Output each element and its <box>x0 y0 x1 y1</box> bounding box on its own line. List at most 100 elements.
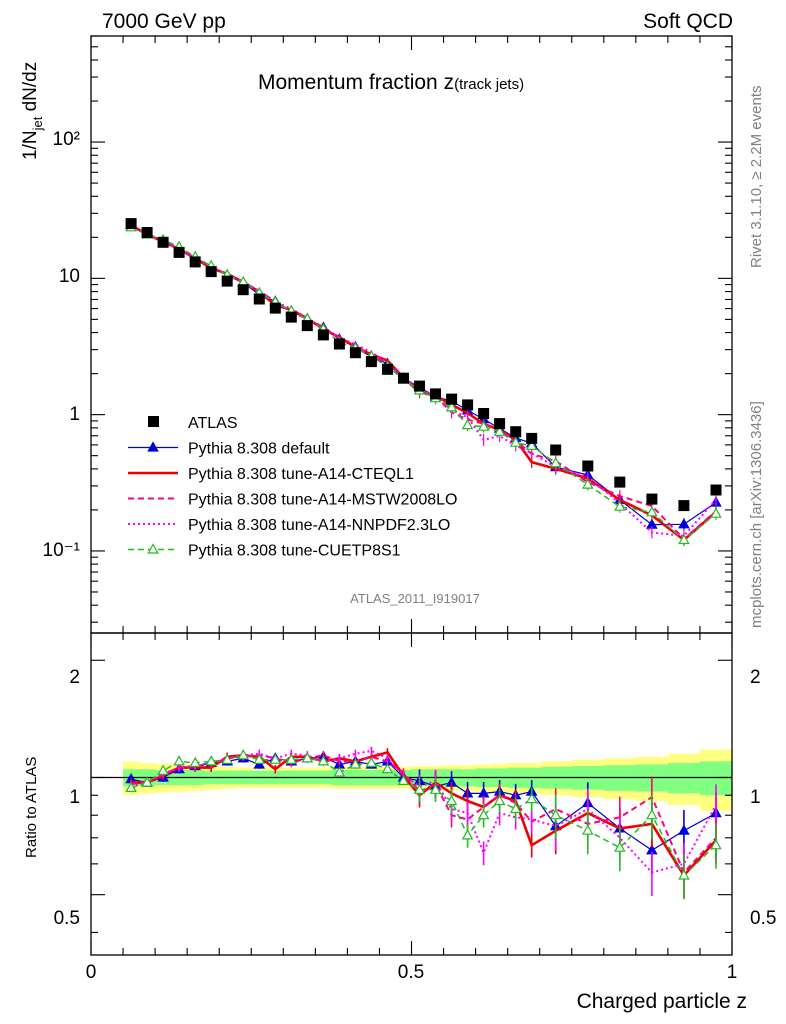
legend: ATLAS Pythia 8.308 default Pythia 8.308 tu… <box>128 415 457 560</box>
ratio-point-marker <box>413 783 426 794</box>
ratio-point-marker <box>525 792 538 804</box>
point-marker <box>509 436 522 447</box>
ratio-point-marker <box>141 776 153 787</box>
data-point <box>349 347 361 359</box>
point-marker <box>461 418 474 430</box>
data-point <box>141 227 153 238</box>
main-panel-marks <box>125 217 722 546</box>
data-point <box>285 311 297 323</box>
x-ticks: 0 0.5 1 <box>86 962 738 983</box>
ratio-point-marker <box>301 752 314 763</box>
legend-label: ATLAS <box>188 415 238 432</box>
y-tick-label-100: 10² <box>53 129 80 150</box>
ratio-point-marker <box>614 841 626 852</box>
y-tick-label-1: 1 <box>69 404 80 425</box>
series-nnpdf-line <box>130 225 717 537</box>
data-point <box>550 444 562 456</box>
legend-item-mstw: Pythia 8.308 tune-A14-MSTW2008LO <box>128 492 457 509</box>
legend-label: Pythia 8.308 tune-A14-NNPDF2.3LO <box>188 517 450 534</box>
main-y-ticks: 10⁻¹ 1 10 10² <box>43 129 81 561</box>
data-point <box>205 266 217 278</box>
ratio-tick-label-1-right: 1 <box>750 787 761 808</box>
ratio-point-marker <box>549 808 562 820</box>
analysis-watermark: ATLAS_2011_I919017 <box>350 591 480 606</box>
point-marker <box>710 507 722 518</box>
series-data-main <box>125 218 722 512</box>
point-marker <box>614 500 626 511</box>
data-point <box>710 484 722 496</box>
ratio-point-marker <box>157 764 169 775</box>
mcplots-label: mcplots.cern.ch [arXiv:1306.3436] <box>748 401 765 628</box>
data-point <box>382 363 393 375</box>
ratio-point-marker <box>381 762 394 774</box>
ratio-point-marker <box>269 753 282 764</box>
series-cuetp8s1-ratio <box>125 749 722 900</box>
ratio-point-marker <box>237 749 250 760</box>
x-axis-label: Charged particle z <box>577 990 747 1013</box>
main-ylabel: 1/Njet dN/dz <box>20 62 45 160</box>
legend-marker <box>147 543 159 554</box>
data-point <box>301 320 313 332</box>
point-marker <box>525 439 538 450</box>
header-right: Soft QCD <box>643 10 733 33</box>
data-point <box>526 432 538 444</box>
ratio-uncertainty-bands <box>91 749 733 811</box>
ratio-point-marker <box>189 756 201 768</box>
data-point <box>125 218 137 230</box>
ratio-point-marker <box>397 774 410 786</box>
rivet-label: Rivet 3.1.10, ≥ 2.2M events <box>748 86 765 269</box>
point-marker <box>678 533 690 545</box>
point-marker <box>493 425 506 436</box>
data-point <box>317 329 329 341</box>
ratio-point-marker <box>349 758 362 769</box>
legend-label: Pythia 8.308 tune-CUETP8S1 <box>188 543 401 560</box>
ratio-point-marker <box>125 781 137 793</box>
ratio-tick-label-0.5-right: 0.5 <box>750 908 776 929</box>
data-point <box>510 426 522 438</box>
data-point <box>614 476 626 488</box>
data-point <box>365 356 377 368</box>
ratio-tick-label-2-right: 2 <box>750 667 761 688</box>
ratio-point-marker <box>285 753 298 764</box>
point-marker <box>445 401 458 412</box>
axis-frames <box>90 35 733 956</box>
ratio-point-marker <box>646 808 658 820</box>
y-tick-label-0.1: 10⁻¹ <box>43 540 81 561</box>
ratio-point-marker <box>581 824 594 835</box>
ratio-tick-label-2-left: 2 <box>69 667 80 688</box>
x-tick-label-0: 0 <box>86 962 97 983</box>
data-point <box>269 302 281 314</box>
point-marker <box>678 518 690 529</box>
data-point <box>333 338 345 350</box>
data-point <box>414 380 425 392</box>
ratio-point-marker <box>333 766 346 777</box>
point-marker <box>477 420 490 431</box>
ratio-point-marker <box>710 838 722 850</box>
ratio-point-marker <box>678 869 690 880</box>
ratio-point-marker <box>173 755 185 766</box>
header-left: 7000 GeV pp <box>102 10 226 33</box>
data-point <box>446 393 458 405</box>
legend-swatch <box>148 416 159 427</box>
x-tick-label-1: 1 <box>727 962 738 983</box>
point-marker <box>646 506 658 517</box>
ratio-ylabel: Ratio to ATLAS <box>23 757 40 858</box>
ratio-panel-marks <box>125 746 722 900</box>
ratio-point-marker <box>678 824 690 835</box>
point-marker <box>581 478 594 489</box>
ratio-point-marker <box>461 829 474 840</box>
series-mstw-ratio-line <box>130 754 717 875</box>
legend-label: Pythia 8.308 default <box>188 441 330 458</box>
legend-item-data: ATLAS <box>148 415 238 432</box>
legend-marker <box>147 441 159 452</box>
ratio-point-marker <box>509 802 522 814</box>
data-point <box>494 418 506 430</box>
ratio-band-inner <box>123 761 733 796</box>
plot-title: Momentum fraction z(track jets) <box>258 71 524 94</box>
data-point <box>678 500 690 512</box>
y-tick-label-10: 10 <box>59 266 80 287</box>
legend-item-cteql1: Pythia 8.308 tune-A14-CTEQL1 <box>128 466 414 483</box>
ratio-y-ticks: 2 1 0.5 2 1 0.5 <box>54 667 777 929</box>
legend-item-default: Pythia 8.308 default <box>128 441 330 458</box>
